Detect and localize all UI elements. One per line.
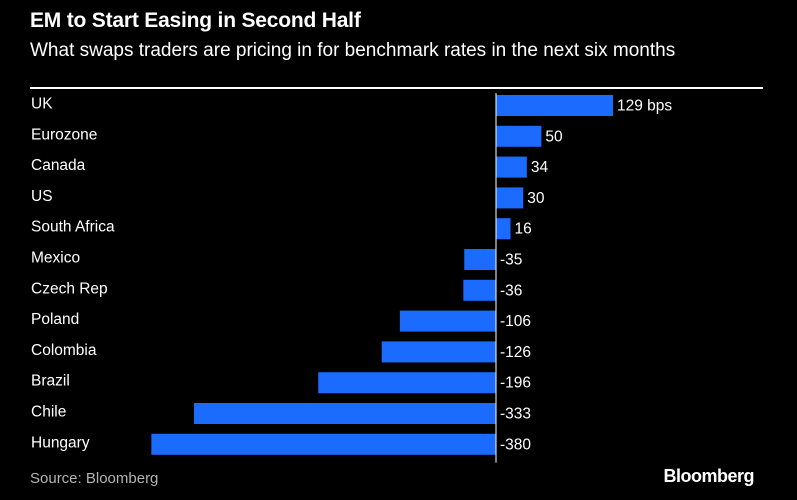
category-label: Mexico — [31, 250, 80, 267]
labels-layer: UK 129 bps Eurozone 50 Canada 34 US 30 South Afr… — [31, 96, 672, 454]
bar-colombia — [381, 341, 496, 363]
bar-hungary — [151, 433, 497, 455]
bar-uk — [496, 95, 613, 116]
value-label: -36 — [500, 282, 522, 299]
chart-title: EM to Start Easing in Second Half — [30, 9, 361, 32]
bar-south-africa — [496, 218, 511, 240]
value-label: -333 — [500, 406, 531, 423]
value-label: 30 — [527, 190, 545, 207]
bloomberg-logo: Bloomberg — [663, 466, 754, 486]
value-label: 50 — [545, 128, 563, 145]
category-label: Hungary — [31, 434, 90, 451]
category-label: Brazil — [31, 373, 70, 390]
category-label: Poland — [31, 311, 79, 328]
bar-mexico — [464, 249, 496, 270]
category-label: South Africa — [31, 219, 115, 236]
value-label: -106 — [500, 313, 531, 330]
category-label: US — [31, 188, 53, 205]
bar-us — [496, 187, 524, 209]
category-label: Czech Rep — [31, 280, 108, 297]
value-label: -126 — [500, 344, 531, 361]
category-label: Chile — [31, 404, 66, 421]
bars-layer — [151, 95, 613, 455]
title-divider — [30, 87, 763, 89]
category-label: Canada — [31, 157, 86, 174]
bar-czech-rep — [463, 279, 496, 301]
chart-subtitle: What swaps traders are pricing in for be… — [30, 40, 676, 61]
value-label: 129 bps — [617, 98, 672, 115]
bar-chile — [193, 403, 496, 424]
value-label: 16 — [515, 221, 532, 238]
value-label: -35 — [500, 252, 522, 269]
bar-brazil — [318, 372, 496, 394]
category-label: Colombia — [31, 342, 97, 359]
category-label: Eurozone — [31, 126, 97, 143]
source-note: Source: Bloomberg — [30, 470, 159, 487]
value-label: -196 — [500, 375, 531, 392]
bar-eurozone — [496, 125, 542, 147]
bar-canada — [496, 156, 527, 178]
bar-poland — [399, 310, 496, 332]
category-label: UK — [31, 96, 53, 113]
value-label: 34 — [531, 159, 549, 176]
value-label: -380 — [500, 436, 531, 453]
